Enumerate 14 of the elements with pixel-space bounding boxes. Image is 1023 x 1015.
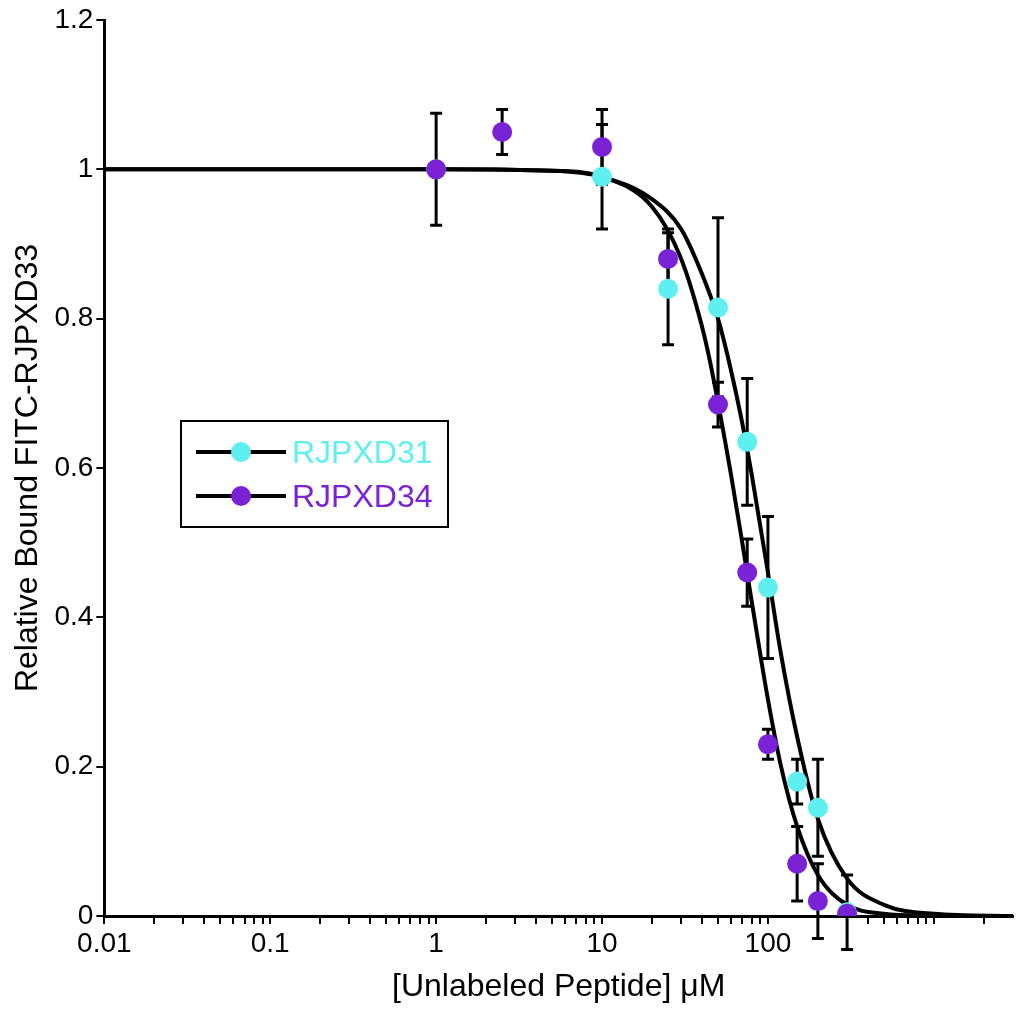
y-tick-label: 0.2 (54, 749, 94, 781)
y-tick-label: 0.6 (54, 450, 94, 482)
y-axis-title: Relative Bound FITC-RJPXD33 (8, 243, 45, 693)
y-tick-label: 0.8 (54, 301, 94, 333)
x-tick-label: 10 (586, 926, 618, 958)
x-tick-label: 1 (428, 926, 444, 958)
x-tick-label: 100 (744, 926, 792, 958)
x-axis-title: [Unlabeled Peptide] μM (392, 966, 726, 1003)
y-tick-label: 1 (77, 152, 94, 184)
x-tick-label: 0.1 (250, 926, 290, 958)
y-tick-label: 0.4 (54, 600, 94, 632)
y-tick-label: 1.2 (54, 2, 94, 34)
legend-label: RJPXD34 (292, 477, 433, 515)
legend-label: RJPXD31 (292, 433, 433, 471)
